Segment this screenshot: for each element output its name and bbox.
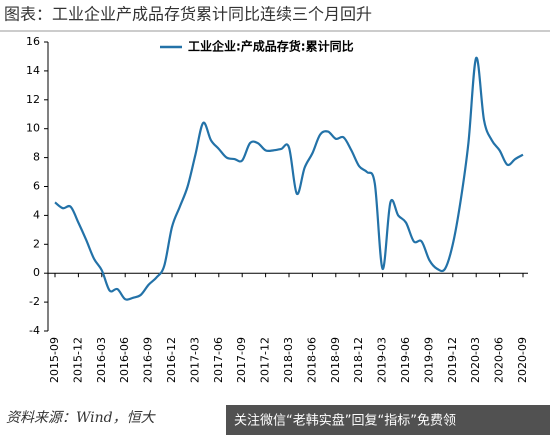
y-tick-label: 10: [26, 122, 40, 135]
x-tick-label: 2019-03: [376, 337, 389, 383]
y-tick-label: 8: [33, 151, 40, 164]
x-tick-label: 2018-12: [352, 337, 365, 383]
y-tick-label: 0: [33, 266, 40, 279]
watermark: 关注微信“老韩实盘”回复“指标”免费领: [234, 413, 456, 429]
x-tick-label: 2019-06: [399, 337, 412, 383]
x-tick-label: 2019-12: [446, 337, 459, 383]
x-tick-label: 2017-06: [212, 337, 225, 383]
x-tick-label: 2018-03: [282, 337, 295, 383]
y-tick-label: -2: [29, 295, 40, 308]
chart-title: 图表：工业企业产成品存货累计同比连续三个月回升: [4, 5, 372, 24]
x-tick-label: 2016-09: [142, 337, 155, 383]
x-tick-label: 2017-12: [259, 337, 272, 383]
x-tick-label: 2015-09: [48, 337, 61, 383]
x-tick-label: 2020-03: [469, 337, 482, 383]
x-tick-label: 2020-09: [516, 337, 529, 383]
x-tick-label: 2016-03: [95, 337, 108, 383]
y-tick-label: 16: [26, 35, 40, 48]
x-tick-label: 2020-06: [493, 337, 506, 383]
x-tick-label: 2016-06: [118, 337, 131, 383]
y-tick-label: 12: [26, 93, 40, 106]
y-tick-label: 6: [33, 180, 40, 193]
watermark-bg: [226, 405, 550, 435]
x-tick-label: 2017-03: [188, 337, 201, 383]
x-tick-label: 2015-12: [71, 337, 84, 383]
x-tick-label: 2017-09: [235, 337, 248, 383]
x-tick-label: 2018-09: [329, 337, 342, 383]
x-tick-label: 2019-09: [422, 337, 435, 383]
y-tick-label: 4: [33, 208, 40, 221]
x-tick-label: 2018-06: [305, 337, 318, 383]
y-tick-label: 2: [33, 237, 40, 250]
legend-label: 工业企业:产成品存货:累计同比: [188, 39, 354, 54]
x-tick-label: 2016-12: [165, 337, 178, 383]
line: [54, 56, 524, 301]
y-tick-label: -4: [29, 324, 40, 337]
y-tick-label: 14: [26, 64, 40, 77]
source: 资料来源：Wind，恒大: [6, 410, 157, 426]
